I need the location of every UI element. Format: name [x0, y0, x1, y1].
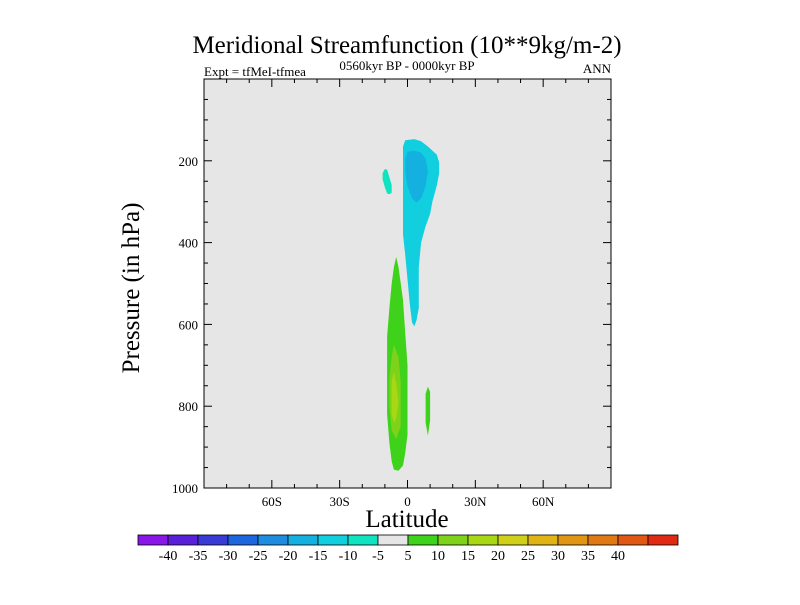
colorbar-swatch [527, 534, 559, 546]
colorbar-label: 20 [491, 549, 505, 564]
x-tick-label: 0 [404, 494, 411, 509]
y-tick-label: 1000 [172, 481, 198, 496]
colorbar-swatch [557, 534, 589, 546]
colorbar-swatch [497, 534, 529, 546]
colorbar-label: 35 [581, 549, 595, 564]
contour-positive-sliver-right [425, 386, 431, 436]
colorbar-swatch [197, 534, 229, 546]
contour-regions [382, 139, 440, 471]
colorbar-swatch [647, 534, 679, 546]
colorbar-swatch [317, 534, 349, 546]
colorbar-label: 25 [521, 549, 535, 564]
colorbar: -40 -35 -30 -25 -20 -15 -10 -5 5 10 15 20 25 30 35 40 [137, 534, 679, 564]
x-tick-label: 30N [464, 494, 487, 509]
colorbar-swatch [227, 534, 259, 546]
colorbar-swatch [257, 534, 289, 546]
y-tick-label: 800 [179, 399, 199, 414]
y-tick-label: 200 [179, 154, 199, 169]
x-axis-label: Latitude [365, 506, 448, 533]
colorbar-swatch [467, 534, 499, 546]
subtitle-right: ANN [583, 61, 612, 76]
colorbar-label: -30 [219, 549, 238, 564]
colorbar-swatch [347, 534, 379, 546]
colorbar-swatch [167, 534, 199, 546]
colorbar-label: -5 [372, 549, 384, 564]
contour-negative-blob-left [382, 169, 392, 195]
contour-negative-cell-upper-core [405, 150, 428, 203]
y-tick-label: 400 [179, 236, 199, 251]
colorbar-swatch [437, 534, 469, 546]
colorbar-swatch [617, 534, 649, 546]
colorbar-label: 10 [431, 549, 445, 564]
x-tick-label: 60N [532, 494, 555, 509]
colorbar-swatch [137, 534, 169, 546]
axis-ticks: 60S 30S 0 30N 60N 200 400 600 800 1000 [172, 79, 611, 509]
colorbar-label: 30 [551, 549, 565, 564]
colorbar-label: -25 [249, 549, 268, 564]
x-tick-label: 60S [262, 494, 282, 509]
colorbar-swatch [287, 534, 319, 546]
colorbar-label: -15 [309, 549, 328, 564]
colorbar-swatch [587, 534, 619, 546]
colorbar-label: -10 [339, 549, 358, 564]
y-tick-label: 600 [179, 317, 199, 332]
colorbar-label: 40 [611, 549, 625, 564]
colorbar-label: -40 [159, 549, 178, 564]
subtitle-left: Expt = tfMeI-tfmea [204, 64, 306, 79]
chart-title: Meridional Streamfunction (10**9kg/m-2) [192, 32, 621, 59]
x-tick-label: 30S [330, 494, 350, 509]
subtitle-center: 0560kyr BP - 0000kyr BP [339, 58, 474, 73]
colorbar-swatch [407, 534, 439, 546]
colorbar-swatch [377, 534, 409, 546]
colorbar-label: 15 [461, 549, 475, 564]
colorbar-label: -20 [279, 549, 298, 564]
contour-positive-cell-lower-core [391, 371, 399, 423]
y-axis-label: Pressure (in hPa) [118, 203, 145, 374]
colorbar-label: -35 [189, 549, 208, 564]
colorbar-label: 5 [405, 549, 412, 564]
